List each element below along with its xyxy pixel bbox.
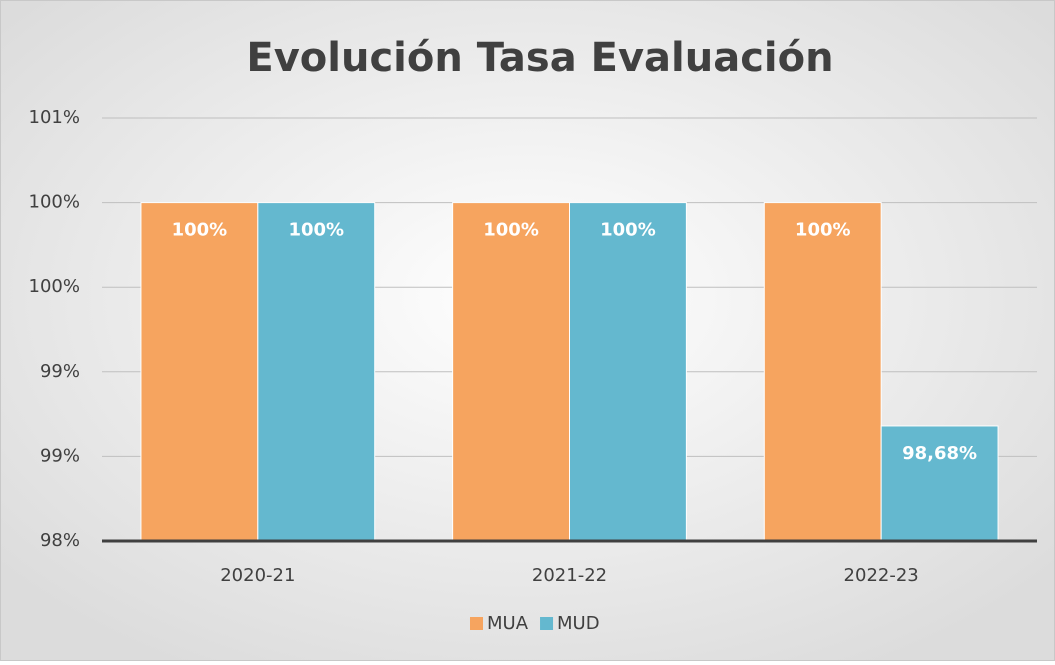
y-tick-label: 98% [40, 530, 80, 551]
bar [257, 202, 376, 542]
legend-label: MUA [487, 613, 529, 634]
y-tick-label: 99% [40, 361, 80, 382]
y-tick-label: 100% [29, 276, 80, 297]
chart-title: Evolución Tasa Evaluación [246, 35, 833, 81]
x-tick-label: 2020-21 [220, 565, 295, 586]
y-tick-label: 101% [29, 107, 80, 128]
bar [880, 425, 999, 542]
y-tick-label: 99% [40, 445, 80, 466]
bar [140, 202, 259, 542]
legend-label: MUD [557, 613, 600, 634]
legend-swatch [540, 617, 554, 630]
data-label: 100% [795, 220, 851, 241]
legend-swatch [470, 617, 483, 630]
x-tick-label: 2022-23 [844, 565, 919, 586]
x-tick-label: 2021-22 [532, 565, 607, 586]
data-label: 100% [288, 220, 344, 241]
bar [452, 202, 570, 542]
bar [569, 202, 687, 542]
y-tick-label: 100% [29, 192, 80, 213]
data-label: 100% [600, 220, 656, 241]
bar [763, 202, 882, 542]
data-label: 100% [172, 220, 228, 241]
data-label: 98,68% [902, 443, 977, 464]
data-label: 100% [483, 220, 539, 241]
